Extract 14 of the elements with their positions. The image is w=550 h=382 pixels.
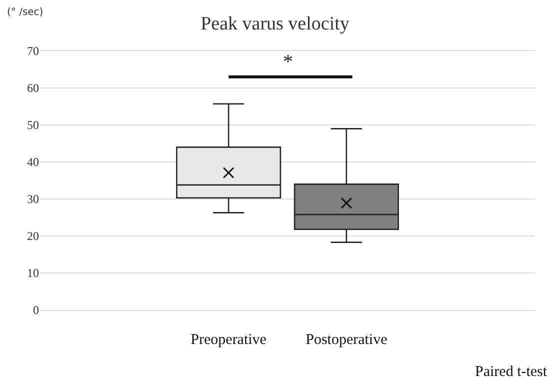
y-tick-label: 70 [27,44,39,58]
y-tick-label: 30 [27,192,39,206]
y-tick-label: 50 [27,118,39,132]
annotation: * [283,51,293,73]
x-tick-label: Preoperative [190,332,267,348]
y-tick-label: 10 [27,266,39,280]
text: Paired t-test [475,364,548,380]
x-tick-label: Postoperative [306,332,388,348]
y-tick-label: 60 [27,81,39,96]
y-tick-label: 0 [33,303,39,318]
y-tick-label: 40 [27,155,39,170]
y-tick-label: 20 [27,229,39,244]
chart-title: Peak varus velocity [200,14,350,35]
y-axis-title: (° /sec) [7,7,44,18]
